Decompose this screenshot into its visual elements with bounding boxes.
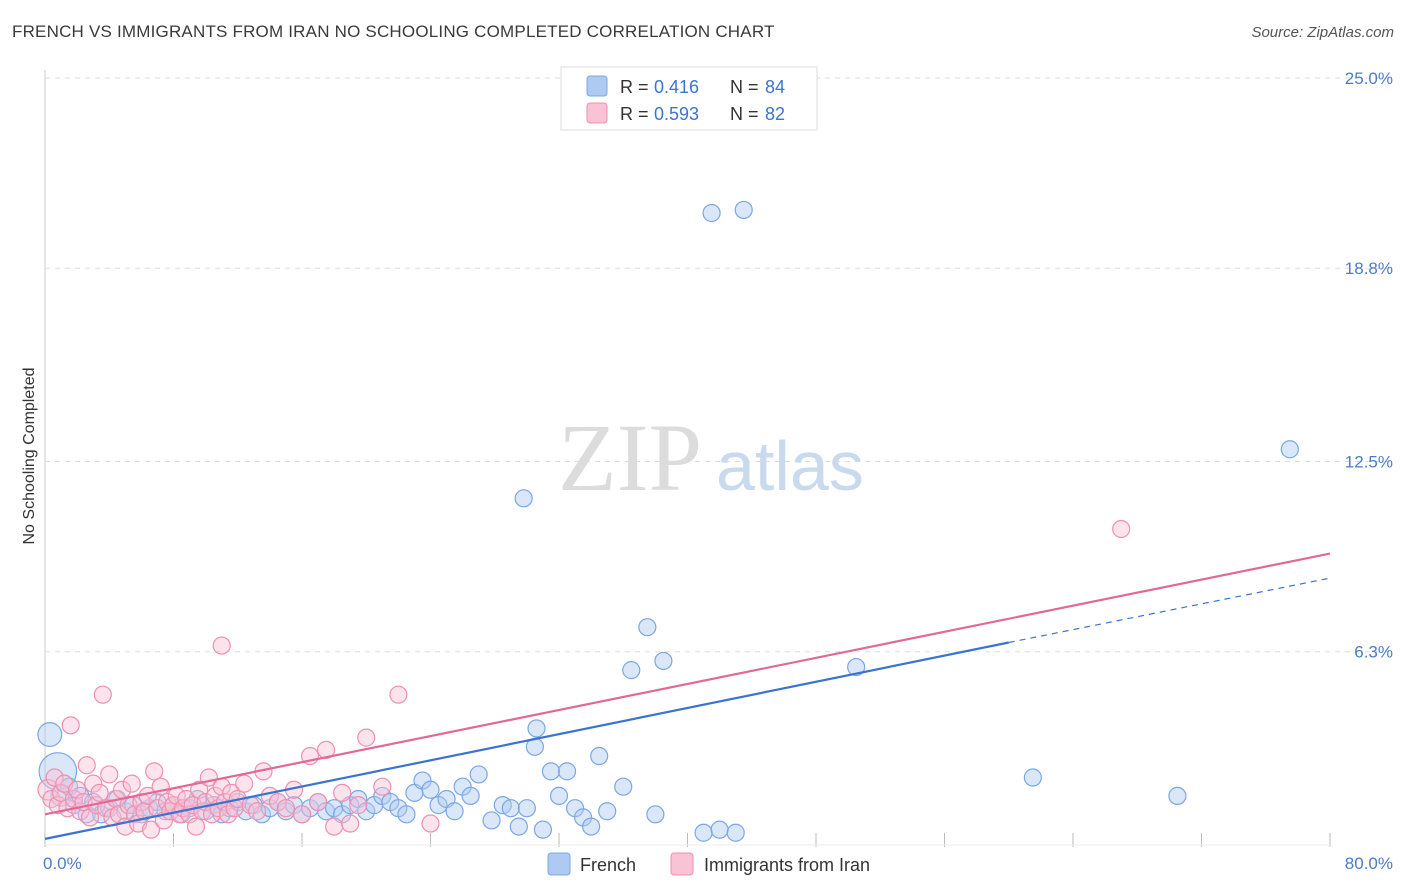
french-point (654, 651, 673, 671)
french-point (582, 817, 601, 836)
french-point (1280, 440, 1299, 459)
iran-point (389, 685, 408, 704)
iran-point (235, 774, 254, 793)
iran-point (122, 774, 141, 793)
french-point (734, 200, 753, 220)
iran-point (333, 783, 352, 802)
french-point (517, 799, 536, 818)
french-point (590, 746, 609, 766)
iran-point (84, 774, 103, 793)
legend-french-r-value: 0.416 (654, 77, 699, 97)
iran-point (90, 783, 109, 802)
iran-point (308, 792, 328, 812)
iran-point (421, 814, 440, 833)
french-point (501, 799, 520, 818)
watermark-atlas: atlas (716, 427, 864, 505)
iran-point (373, 777, 392, 796)
iran-point (292, 805, 312, 824)
iran-point (349, 796, 368, 815)
y-tick-labels: 6.3% 12.5% 18.8% 25.0% (1345, 69, 1393, 662)
iran-trend-line (44, 552, 1331, 816)
french-trend-extension (1008, 577, 1331, 644)
legend-french-n-label: N = (730, 77, 759, 97)
bottom-legend-french-swatch (547, 852, 571, 876)
y-tick-label: 18.8% (1345, 259, 1393, 278)
x-tick-label: 80.0% (1345, 854, 1393, 873)
french-point (726, 823, 745, 842)
y-tick-label: 25.0% (1345, 69, 1393, 88)
bottom-legend-french-label: French (580, 855, 636, 875)
trend-lines (44, 552, 1331, 840)
iran-point (186, 817, 206, 836)
french-point (482, 811, 501, 830)
french-point (557, 762, 577, 781)
french-point (37, 722, 63, 748)
iran-points (37, 519, 1131, 839)
iran-point (141, 820, 161, 839)
iran-point (93, 685, 112, 704)
french-point (847, 657, 866, 677)
stats-legend: R = 0.416 N = 84 R = 0.593 N = 82 (560, 66, 818, 131)
legend-iran-r-label: R = (620, 104, 649, 124)
french-point (646, 805, 665, 824)
legend-iran-r-value: 0.593 (654, 104, 699, 124)
grid-lines (44, 70, 1395, 847)
french-point (397, 805, 416, 824)
iran-point (212, 636, 231, 655)
french-point (598, 802, 617, 821)
french-point (622, 661, 641, 680)
iran-point (276, 799, 296, 818)
bottom-legend-iran-label: Immigrants from Iran (704, 855, 870, 875)
french-point (1023, 768, 1042, 787)
french-point (421, 780, 440, 799)
iran-point (357, 728, 376, 747)
french-trend-line (44, 641, 1009, 840)
y-tick-label: 12.5% (1345, 453, 1393, 472)
french-point (445, 802, 464, 821)
x-tick-labels: 0.0% 80.0% (43, 854, 1393, 873)
french-point (514, 489, 533, 508)
iran-point (247, 802, 267, 821)
bottom-legend-iran-swatch (670, 852, 694, 876)
iran-point (100, 765, 119, 784)
french-point (614, 777, 633, 796)
legend-french-n-value: 84 (765, 77, 785, 97)
legend-french-swatch (586, 75, 608, 97)
iran-point (45, 768, 64, 787)
french-point (469, 765, 488, 784)
y-tick-label: 6.3% (1354, 643, 1393, 662)
legend-iran-n-value: 82 (765, 104, 785, 124)
legend-french-r-label: R = (620, 77, 649, 97)
french-point (509, 817, 528, 836)
iran-point (325, 817, 344, 836)
iran-point (77, 756, 96, 775)
watermark: ZIP atlas (558, 404, 864, 511)
french-point (533, 820, 553, 839)
french-point (461, 786, 480, 806)
french-point (694, 823, 713, 842)
iran-point (61, 716, 80, 735)
iran-point (145, 762, 164, 781)
french-point (527, 719, 546, 738)
series-legend: French Immigrants from Iran (547, 852, 870, 876)
french-point (541, 762, 561, 781)
iran-point (1112, 519, 1131, 539)
french-point (710, 820, 729, 839)
french-point (549, 786, 569, 806)
source-label: Source: ZipAtlas.com (1251, 24, 1394, 41)
legend-iran-swatch (586, 102, 608, 124)
y-axis-label: No Schooling Completed (21, 368, 38, 545)
french-points (37, 200, 1299, 842)
iran-point (341, 814, 360, 833)
french-point (638, 618, 657, 637)
french-point (702, 203, 721, 223)
watermark-zip: ZIP (558, 404, 702, 511)
french-point (1168, 786, 1187, 806)
legend-iran-n-label: N = (730, 104, 759, 124)
chart-title: FRENCH VS IMMIGRANTS FROM IRAN NO SCHOOL… (12, 22, 775, 41)
x-tick-label: 0.0% (43, 854, 82, 873)
